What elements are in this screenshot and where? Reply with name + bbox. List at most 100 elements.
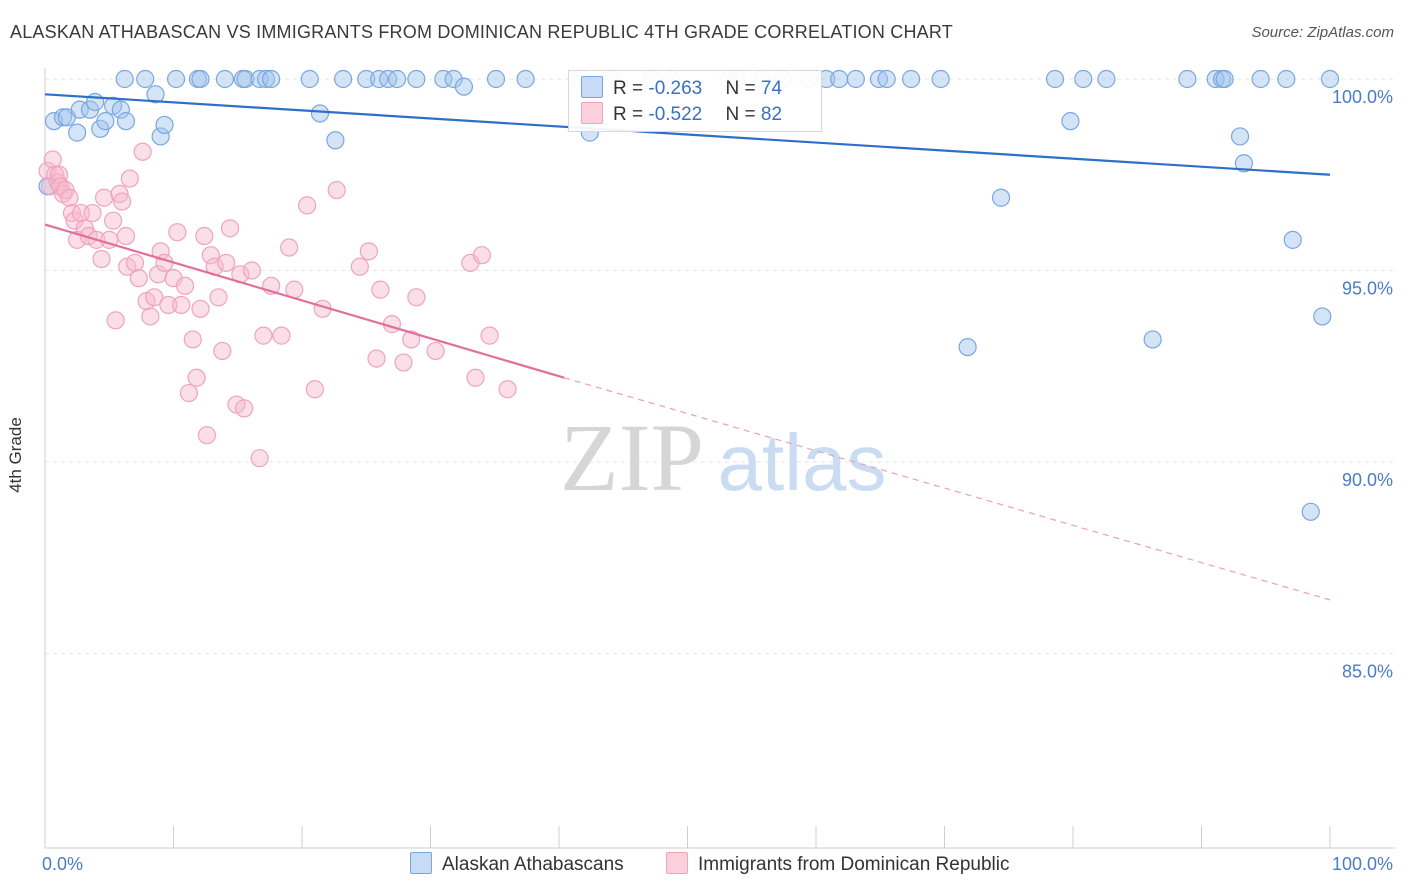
chart-title: ALASKAN ATHABASCAN VS IMMIGRANTS FROM DO… (10, 22, 953, 42)
correlation-legend: R = -0.263 N = 74 R = -0.522 N = 82 (568, 70, 822, 132)
data-point (120, 169, 139, 188)
data-point (310, 104, 330, 123)
bottom-legend-swatch-pink (666, 852, 688, 874)
data-point (877, 69, 896, 89)
data-point (68, 123, 87, 142)
trend-lines (44, 93, 1331, 601)
data-point (155, 115, 174, 135)
data-point (217, 253, 236, 272)
data-point (298, 196, 317, 215)
data-point (516, 69, 535, 89)
data-point (151, 242, 170, 261)
data-point (95, 188, 114, 207)
data-point (254, 326, 273, 345)
data-point (1178, 69, 1197, 89)
data-point (334, 69, 353, 89)
tick-labels: 85.0% 90.0% 95.0% 100.0% 0.0% 100.0% (42, 87, 1393, 874)
legend-row-dominican: R = -0.522 N = 82 (581, 102, 782, 128)
series-dominican-republic (38, 142, 517, 468)
legend-n-value: 82 (760, 104, 783, 125)
data-point (1074, 69, 1093, 89)
data-point (43, 150, 62, 169)
legend-swatch-pink (581, 102, 603, 124)
data-point (125, 253, 145, 272)
data-point (213, 341, 232, 361)
y-tick-label: 90.0% (1342, 470, 1393, 490)
data-point (215, 69, 234, 89)
data-point (145, 288, 164, 307)
data-point (179, 383, 199, 403)
data-point (1097, 69, 1116, 89)
data-point (236, 69, 255, 89)
data-point (1301, 502, 1320, 521)
data-point (262, 69, 281, 89)
data-point (129, 269, 148, 288)
data-point (136, 69, 155, 89)
data-point (407, 288, 426, 307)
data-point (472, 246, 491, 265)
data-point (256, 69, 276, 89)
x-tick-label: 0.0% (42, 854, 83, 874)
legend-n-label: N = (725, 104, 761, 125)
watermark-zip: ZIP (560, 404, 704, 511)
data-point (50, 165, 69, 184)
data-point (327, 180, 346, 200)
data-point (357, 69, 376, 89)
x-tick-label: 100.0% (1332, 854, 1393, 874)
data-point (166, 69, 186, 89)
data-point (280, 238, 299, 257)
y-tick-label: 95.0% (1342, 279, 1393, 299)
data-point (1045, 69, 1065, 89)
data-point (96, 112, 115, 131)
data-point (235, 399, 254, 418)
legend-r-value: -0.263 (648, 78, 703, 99)
data-point (991, 188, 1011, 207)
data-point (104, 211, 123, 230)
data-point (359, 242, 378, 261)
data-point (106, 311, 125, 330)
data-point (1234, 154, 1254, 173)
series-alaskan-athabascans (38, 69, 1340, 521)
trend-line-dominican-extension (563, 377, 1331, 601)
data-point (434, 69, 453, 89)
data-point (480, 326, 499, 345)
data-point (466, 368, 485, 387)
trend-line-dominican (44, 223, 565, 379)
data-point (326, 131, 345, 150)
data-point (367, 349, 386, 368)
data-point (116, 112, 136, 131)
source-credit: Source: ZipAtlas.com (1251, 24, 1394, 41)
data-point (146, 85, 165, 104)
legend-row-alaskan: R = -0.263 N = 74 (581, 76, 782, 102)
y-tick-label: 100.0% (1332, 87, 1393, 107)
legend-r-value: -0.522 (648, 104, 703, 125)
bottom-legend-dominican: Immigrants from Dominican Republic (666, 852, 1010, 876)
bottom-legend-alaskan: Alaskan Athabascans (410, 852, 624, 876)
data-point (300, 69, 319, 89)
legend-n-label: N = (725, 78, 761, 99)
data-point (830, 69, 849, 89)
data-point (92, 249, 111, 269)
data-point (209, 288, 228, 307)
data-point (846, 69, 865, 89)
data-point (1251, 69, 1270, 89)
data-point (958, 338, 977, 357)
data-point (242, 261, 261, 280)
data-point (168, 223, 187, 242)
data-point (148, 265, 168, 284)
data-point (1313, 307, 1332, 326)
data-point (195, 226, 214, 246)
data-point (155, 253, 174, 272)
data-point (111, 100, 130, 119)
data-point (60, 188, 79, 207)
bottom-legend-swatch-blue (410, 852, 432, 874)
data-point (250, 449, 269, 468)
data-point (444, 69, 463, 89)
data-point (1061, 112, 1080, 131)
data-point (1277, 69, 1296, 89)
data-point (402, 330, 421, 349)
data-point (133, 142, 152, 161)
bottom-legend-label: Alaskan Athabascans (442, 854, 624, 875)
data-point (1143, 330, 1162, 349)
data-point (371, 280, 390, 299)
